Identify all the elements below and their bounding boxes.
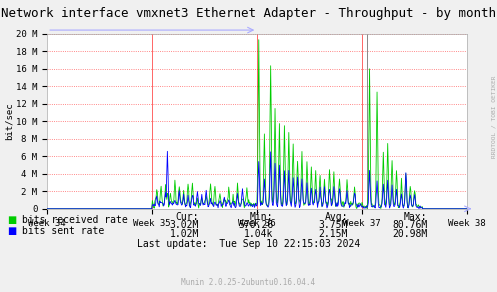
Text: ■: ■ (7, 215, 17, 225)
Text: Munin 2.0.25-2ubuntu0.16.04.4: Munin 2.0.25-2ubuntu0.16.04.4 (181, 278, 316, 287)
Text: bits received rate: bits received rate (22, 215, 128, 225)
Text: Max:: Max: (404, 212, 427, 222)
Text: Min:: Min: (250, 212, 273, 222)
Text: 1.04k: 1.04k (244, 229, 273, 239)
Text: 3.02M: 3.02M (169, 220, 199, 230)
Text: RRDTOOL / TOBI OETIKER: RRDTOOL / TOBI OETIKER (491, 76, 496, 158)
Text: 80.76M: 80.76M (392, 220, 427, 230)
Text: Network interface vmxnet3 Ethernet Adapter - Throughput - by month: Network interface vmxnet3 Ethernet Adapt… (1, 7, 496, 20)
Text: bits sent rate: bits sent rate (22, 226, 104, 236)
Text: 2.15M: 2.15M (319, 229, 348, 239)
Text: 570.26: 570.26 (238, 220, 273, 230)
Text: 20.98M: 20.98M (392, 229, 427, 239)
Text: 1.02M: 1.02M (169, 229, 199, 239)
Text: Last update:  Tue Sep 10 22:15:03 2024: Last update: Tue Sep 10 22:15:03 2024 (137, 239, 360, 248)
Text: Avg:: Avg: (325, 212, 348, 222)
Text: 3.75M: 3.75M (319, 220, 348, 230)
Y-axis label: bit/sec: bit/sec (4, 102, 13, 140)
Text: ■: ■ (7, 226, 17, 236)
Text: Cur:: Cur: (175, 212, 199, 222)
